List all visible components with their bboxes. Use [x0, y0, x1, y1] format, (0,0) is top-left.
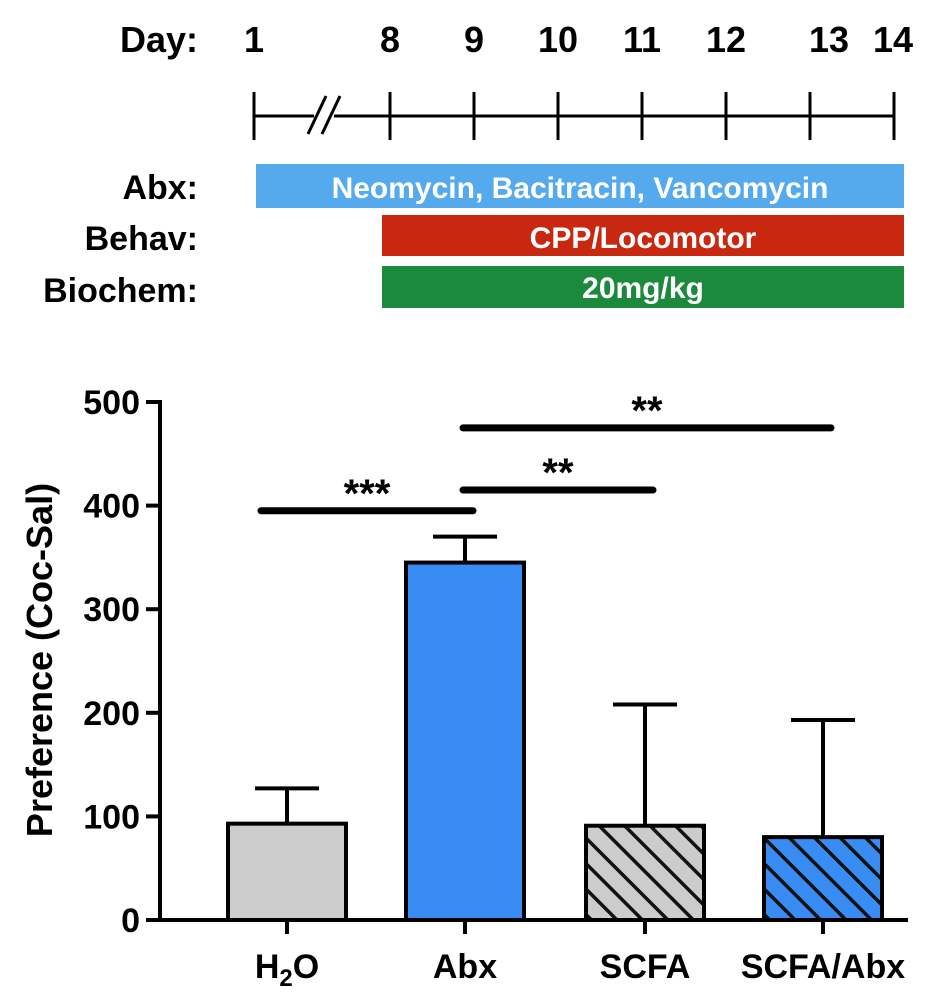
day-9: 9: [464, 19, 484, 60]
biochem-period-bar: [382, 266, 904, 308]
significance-label: **: [631, 389, 663, 433]
timeline-row-biochem: Biochem: 20mg/kg: [43, 266, 904, 310]
timeline: Day: 1 8 9 10 11 12 13 14 Abx: [43, 19, 913, 310]
biochem-period-text: 20mg/kg: [582, 272, 704, 305]
bar-h2o: [226, 821, 348, 922]
behav-period-text: CPP/Locomotor: [530, 222, 757, 255]
timeline-axis: [252, 92, 896, 140]
x-tick-label: H2O: [255, 948, 319, 992]
bar-abx: [404, 560, 526, 923]
y-axis-title: Preference (Coc-Sal): [19, 483, 60, 837]
day-1: 1: [244, 19, 264, 60]
timeline-break-mark: [320, 95, 342, 135]
abx-period-text: Neomycin, Bacitracin, Vancomycin: [332, 172, 829, 205]
day-11: 11: [623, 19, 661, 60]
day-10: 10: [538, 19, 578, 60]
row-label-biochem: Biochem:: [43, 272, 198, 310]
behav-period-bar: [382, 215, 904, 256]
y-tick-label: 100: [83, 798, 140, 836]
row-label-behav: Behav:: [85, 220, 198, 258]
x-tick-label: SCFA: [600, 948, 691, 986]
day-numbers: 1 8 9 10 11 12 13 14: [244, 19, 913, 60]
significance-label: **: [542, 451, 574, 495]
y-tick-label: 200: [83, 695, 140, 733]
day-12: 12: [706, 19, 746, 60]
day-13: 13: [809, 19, 849, 60]
bar-scfa: [584, 823, 706, 922]
timeline-break-mark: [306, 95, 328, 135]
bar-chart: Preference (Coc-Sal) 0 100 200 300 400 500 **…: [19, 384, 908, 992]
day-14: 14: [873, 19, 913, 60]
y-tick-label: 300: [83, 591, 140, 629]
day-8: 8: [380, 19, 400, 60]
row-label-abx: Abx:: [122, 169, 198, 207]
error-bars: [255, 534, 855, 838]
x-tick-label: SCFA/Abx: [741, 948, 905, 986]
y-tick-label: 500: [83, 384, 140, 422]
y-axis: 0 100 200 300 400 500: [83, 384, 162, 940]
significance-brackets: *** ****: [257, 389, 835, 516]
timeline-row-abx: Abx: Neomycin, Bacitracin, Vancomycin: [122, 164, 904, 208]
abx-period-bar: [256, 164, 904, 208]
x-tick-label: Abx: [433, 948, 497, 986]
day-label: Day:: [120, 19, 198, 60]
bars: [226, 560, 884, 923]
bar-scfa-abx: [762, 835, 884, 922]
significance-label: ***: [344, 472, 391, 516]
timeline-row-behav: Behav: CPP/Locomotor: [85, 215, 904, 258]
x-axis: H2O Abx SCFA SCFA/Abx: [158, 918, 908, 992]
y-tick-label: 0: [121, 902, 140, 940]
y-tick-label: 400: [83, 488, 140, 526]
